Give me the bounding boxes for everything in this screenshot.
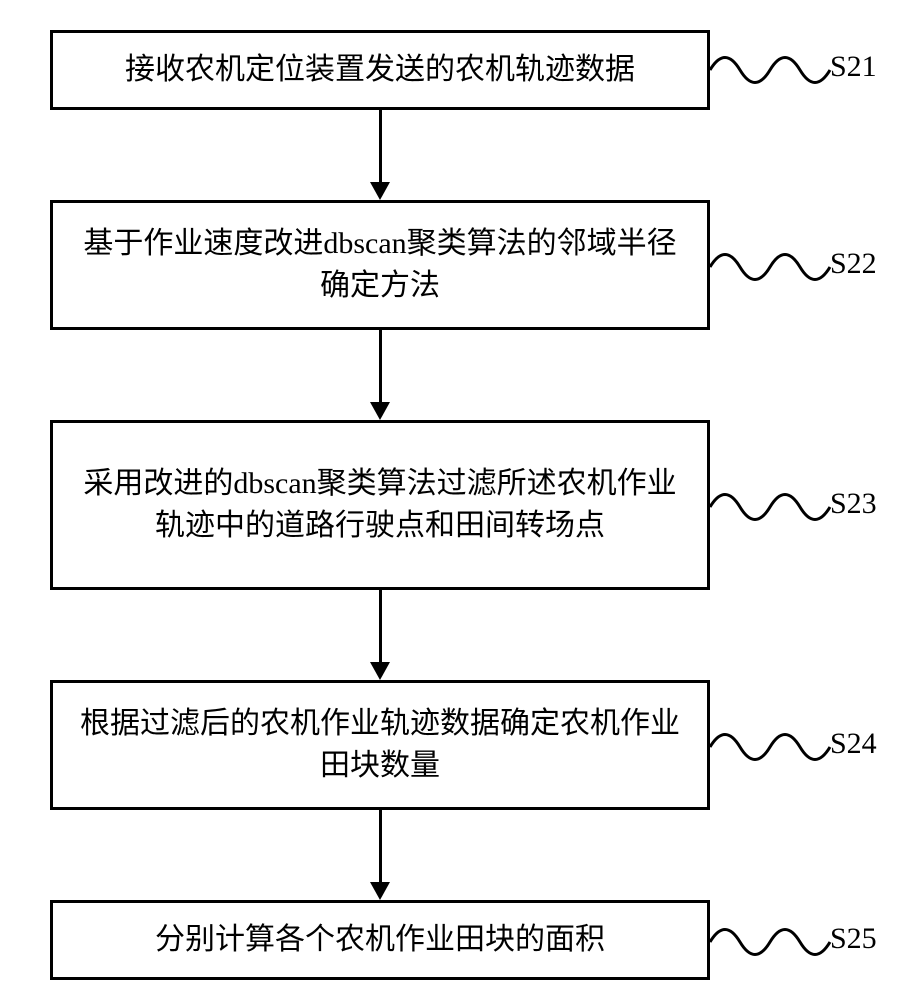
- arrow-s24-s25-line: [379, 810, 382, 882]
- arrow-s23-s24-line: [379, 590, 382, 662]
- flow-block-s21: 接收农机定位装置发送的农机轨迹数据: [50, 30, 710, 110]
- arrow-s24-s25-head: [370, 882, 390, 900]
- step-label-s23: S23: [830, 487, 877, 521]
- flow-block-s24: 根据过滤后的农机作业轨迹数据确定农机作业田块数量: [50, 680, 710, 810]
- wavy-connector-s22: [710, 237, 835, 297]
- arrow-s22-s23-line: [379, 330, 382, 402]
- step-label-s24: S24: [830, 727, 877, 761]
- arrow-s21-s22-head: [370, 182, 390, 200]
- arrow-s23-s24-head: [370, 662, 390, 680]
- step-label-s25: S25: [830, 922, 877, 956]
- wavy-connector-s25: [710, 912, 835, 972]
- flow-block-s21-text: 接收农机定位装置发送的农机轨迹数据: [125, 49, 635, 91]
- flow-block-s24-text: 根据过滤后的农机作业轨迹数据确定农机作业田块数量: [73, 703, 687, 787]
- flowchart-canvas: 接收农机定位装置发送的农机轨迹数据 S21 基于作业速度改进dbscan聚类算法…: [0, 0, 916, 1000]
- wavy-connector-s21: [710, 40, 835, 100]
- flow-block-s23: 采用改进的dbscan聚类算法过滤所述农机作业轨迹中的道路行驶点和田间转场点: [50, 420, 710, 590]
- wavy-connector-s24: [710, 717, 835, 777]
- wavy-connector-s23: [710, 477, 835, 537]
- flow-block-s25-text: 分别计算各个农机作业田块的面积: [155, 919, 605, 961]
- flow-block-s23-text: 采用改进的dbscan聚类算法过滤所述农机作业轨迹中的道路行驶点和田间转场点: [73, 463, 687, 547]
- step-label-s22: S22: [830, 247, 877, 281]
- flow-block-s22: 基于作业速度改进dbscan聚类算法的邻域半径确定方法: [50, 200, 710, 330]
- step-label-s21: S21: [830, 50, 877, 84]
- arrow-s22-s23-head: [370, 402, 390, 420]
- flow-block-s22-text: 基于作业速度改进dbscan聚类算法的邻域半径确定方法: [73, 223, 687, 307]
- flow-block-s25: 分别计算各个农机作业田块的面积: [50, 900, 710, 980]
- arrow-s21-s22-line: [379, 110, 382, 182]
